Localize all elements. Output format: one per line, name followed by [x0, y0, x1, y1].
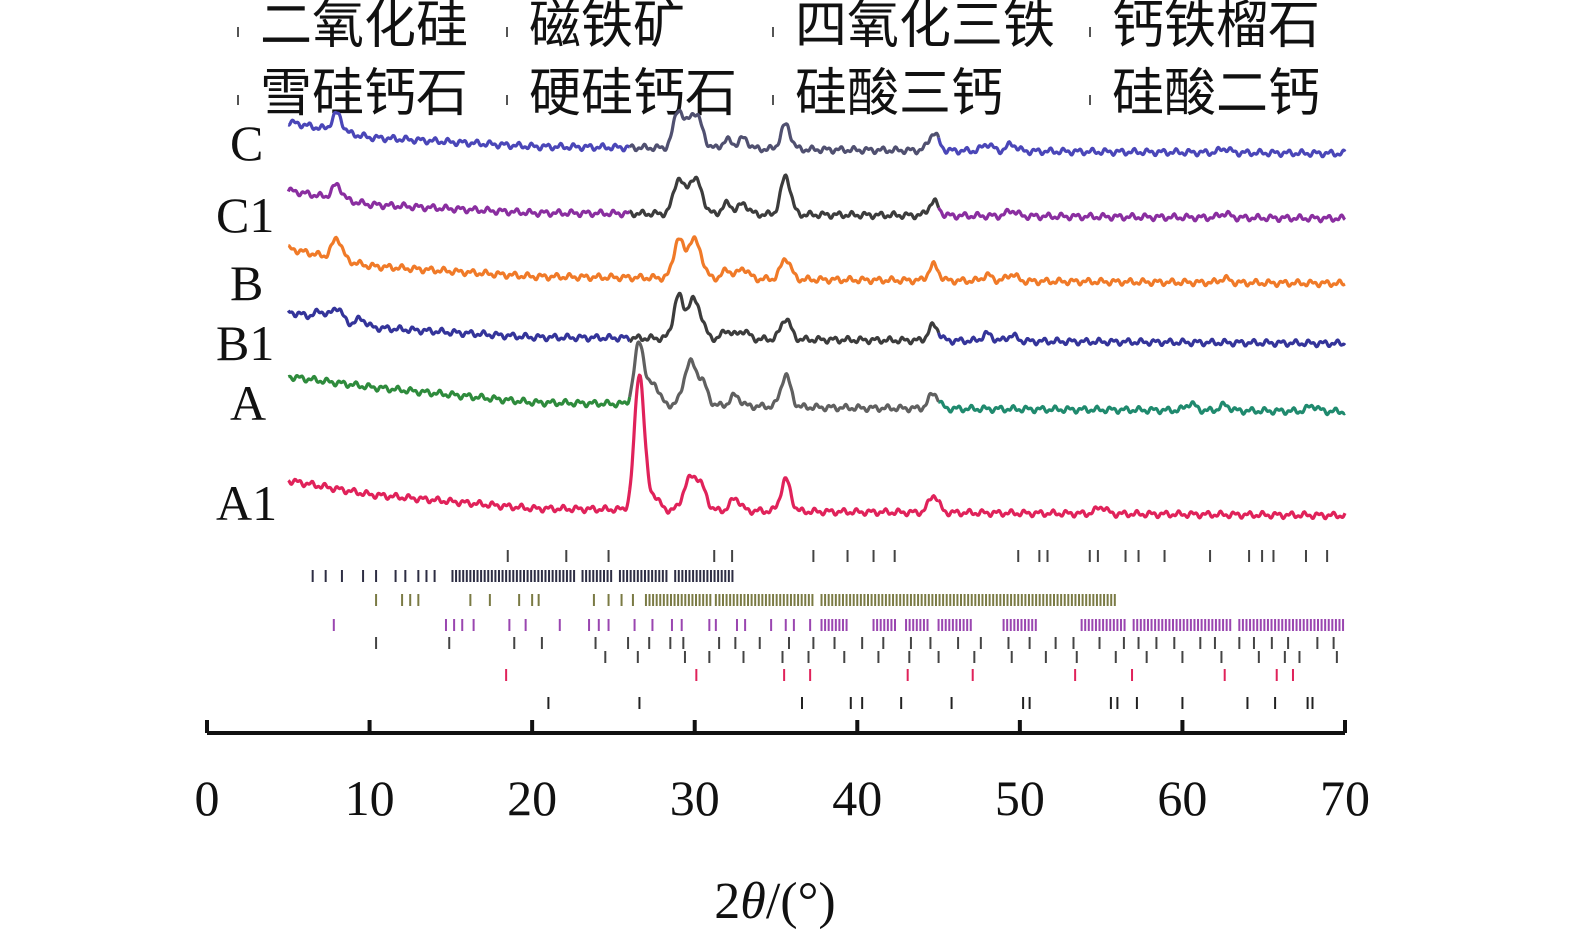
x-axis: 0 10 20 30 40 50 60 70 2θ/(°): [195, 720, 1370, 930]
series-line: [628, 108, 941, 156]
sample-label-a: A: [230, 375, 266, 431]
reference-row-4: [375, 637, 1335, 649]
legend-label: 雪硅钙石: [260, 64, 468, 124]
series-line: [628, 340, 941, 414]
sample-label-a1: A1: [216, 475, 277, 531]
series-line: [628, 235, 940, 286]
series-c1: [286, 173, 1347, 224]
series-a: [287, 340, 1346, 417]
sample-labels: C C1 B B1 A A1: [216, 115, 277, 531]
reference-row-7: [547, 697, 1314, 709]
reference-row-6: [505, 669, 1294, 681]
x-tick-label: 10: [345, 770, 395, 826]
legend-label: 硅酸三钙: [795, 64, 1003, 124]
series-line: [287, 235, 632, 283]
series-line: [287, 477, 632, 515]
reference-row-2: [375, 594, 1116, 606]
reference-row-1: [311, 570, 734, 582]
legend: 二氧化硅 磁铁矿 四氧化三铁 钙铁榴石 雪硅钙石 硬硅钙石 硅酸三钙 硅酸二钙: [237, 0, 1320, 124]
series-line: [937, 399, 1346, 417]
series-line: [287, 110, 631, 153]
legend-label: 硅酸二钙: [1112, 64, 1320, 124]
series-line: [628, 291, 941, 346]
legend-item-6: 硅酸三钙: [772, 64, 1003, 124]
series-line: [628, 173, 941, 221]
x-tick-label: 0: [195, 770, 220, 826]
sample-label-b: B: [230, 255, 263, 311]
series-line: [937, 329, 1347, 349]
sample-label-b1: B1: [216, 315, 274, 371]
reference-row-5: [604, 651, 1338, 663]
series-line: [287, 374, 632, 409]
legend-item-0: 二氧化硅: [237, 0, 468, 56]
series-line: [937, 270, 1346, 289]
legend-item-3: 钙铁榴石: [1089, 0, 1320, 56]
legend-label: 硬硅钙石: [529, 64, 737, 124]
reference-patterns: [311, 550, 1345, 709]
series-line: [286, 181, 631, 219]
legend-label: 磁铁矿: [529, 0, 685, 56]
sample-label-c1: C1: [216, 187, 274, 243]
x-tick-label: 50: [995, 770, 1045, 826]
x-tick-label: 30: [670, 770, 720, 826]
reference-row-0: [506, 550, 1329, 562]
x-tick-label: 20: [507, 770, 557, 826]
x-axis-title: 2θ/(°): [714, 873, 835, 930]
legend-label: 二氧化硅: [260, 0, 468, 56]
legend-item-4: 雪硅钙石: [237, 64, 468, 124]
series-line: [286, 306, 631, 343]
legend-item-1: 磁铁矿: [506, 0, 685, 56]
x-ticks: 0 10 20 30 40 50 60 70: [195, 720, 1370, 826]
series-line: [937, 206, 1347, 224]
series-line: [937, 499, 1347, 521]
series-line: [937, 137, 1347, 159]
reference-row-3: [332, 619, 1345, 631]
legend-label: 四氧化三铁: [795, 0, 1055, 56]
legend-label: 钙铁榴石: [1112, 0, 1320, 56]
series-c: [287, 108, 1347, 159]
legend-item-5: 硬硅钙石: [506, 64, 737, 124]
series-line: [628, 373, 940, 518]
series-b: [287, 235, 1346, 289]
series-b1: [286, 291, 1347, 349]
legend-item-2: 四氧化三铁: [772, 0, 1055, 56]
series-layer: [286, 108, 1347, 521]
legend-item-7: 硅酸二钙: [1089, 64, 1320, 124]
series-a1: [287, 373, 1347, 521]
x-tick-label: 70: [1320, 770, 1370, 826]
x-tick-label: 60: [1157, 770, 1207, 826]
x-tick-label: 40: [832, 770, 882, 826]
sample-label-c: C: [230, 115, 263, 171]
